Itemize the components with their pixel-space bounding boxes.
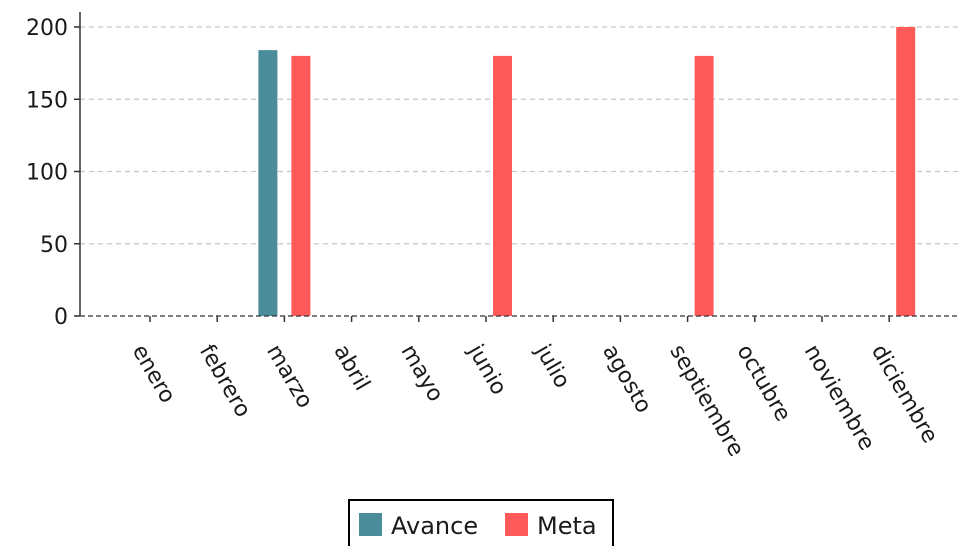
x-tick-label: julio — [530, 340, 575, 393]
legend-swatch-avance — [359, 513, 382, 536]
x-tick-label: noviembre — [799, 341, 879, 455]
bars — [258, 27, 916, 317]
bar-avance-marzo — [258, 50, 278, 317]
x-tick-label: marzo — [261, 341, 317, 413]
legend-swatch-meta — [505, 513, 528, 536]
x-tick-label: octubre — [732, 341, 796, 426]
axes — [74, 12, 958, 322]
x-tick-label: mayo — [396, 341, 448, 407]
y-tick-label: 100 — [26, 161, 68, 186]
legend-box — [348, 499, 614, 546]
y-tick-labels: 0 50 100 150 200 — [26, 16, 68, 330]
bar-meta-marzo — [291, 55, 311, 317]
x-tick-label: febrero — [194, 341, 255, 422]
y-tick-label: 0 — [54, 305, 68, 330]
x-tick-label: agosto — [597, 341, 656, 418]
legend-label-avance: Avance — [391, 512, 478, 540]
y-tick-label: 50 — [40, 233, 68, 258]
gridlines — [80, 26, 958, 245]
x-tick-label: enero — [127, 341, 180, 408]
x-tick-label: diciembre — [866, 341, 942, 448]
x-tick-labels: enero febrero marzo abril mayo junio julio agos… — [127, 340, 943, 461]
y-tick-label: 200 — [26, 16, 68, 41]
x-tick-label: abril — [328, 341, 374, 396]
bar-meta-junio — [493, 55, 512, 317]
bar-meta-diciembre — [896, 27, 916, 316]
legend-label-meta: Meta — [537, 512, 597, 540]
bar-meta-septiembre — [694, 55, 714, 317]
x-tick-label: junio — [462, 340, 511, 400]
legend: Avance Meta — [348, 499, 614, 546]
y-tick-label: 150 — [26, 88, 68, 113]
